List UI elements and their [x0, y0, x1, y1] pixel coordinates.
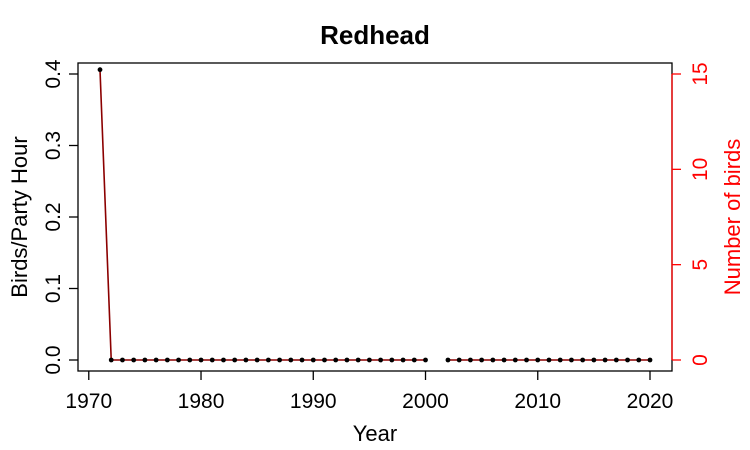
x-axis: 1970 1980 1990 2000 2010 2020: [65, 371, 673, 413]
data-point: [647, 357, 653, 363]
y-tick-label: 0.2: [42, 202, 65, 231]
data-point: [501, 357, 507, 363]
data-point: [580, 357, 586, 363]
data-point: [176, 357, 181, 363]
y-tick-label: 0.3: [42, 131, 65, 160]
data-point: [310, 357, 316, 363]
data-point: [389, 357, 395, 363]
plot-area: [77, 62, 673, 372]
data-point: [636, 357, 642, 363]
chart-title: Redhead: [320, 20, 430, 50]
y2-tick-label: 5: [689, 259, 712, 271]
y2-tick-label: 0: [689, 354, 712, 366]
data-point: [423, 357, 428, 363]
data-point: [411, 357, 417, 363]
data-point: [288, 357, 294, 363]
data-point: [456, 357, 462, 363]
x-tick-label: 2020: [627, 390, 674, 413]
data-point: [535, 357, 541, 363]
data-point: [602, 357, 608, 363]
data-point: [557, 357, 563, 363]
data-point: [277, 357, 282, 363]
data-point: [198, 357, 204, 363]
data-point: [613, 357, 619, 363]
data-point: [569, 357, 574, 363]
data-point: [254, 357, 260, 363]
data-point: [243, 357, 249, 363]
data-point: [468, 357, 473, 363]
y2-tick-label: 10: [689, 158, 712, 181]
data-point: [221, 357, 226, 363]
data-point: [120, 357, 125, 363]
data-point: [546, 357, 552, 363]
series-line: [99, 69, 426, 361]
y2-axis-label: Number of birds: [720, 139, 745, 296]
y-tick-label: 0.1: [42, 274, 65, 303]
x-tick-label: 1990: [290, 390, 337, 413]
data-point: [232, 357, 238, 363]
y-tick-label: 0.4: [42, 59, 65, 89]
data-point: [479, 357, 485, 363]
data-point: [344, 357, 350, 363]
data-point: [400, 357, 406, 363]
data-point: [591, 357, 597, 363]
x-tick-label: 2010: [514, 390, 561, 413]
data-point: [322, 357, 327, 363]
x-tick-label: 2000: [402, 390, 449, 413]
data-point: [131, 357, 137, 363]
y2-tick-label: 15: [689, 62, 712, 85]
data-point: [97, 67, 103, 73]
data-series: [97, 67, 653, 363]
y-axis-label: Birds/Party Hour: [7, 136, 32, 297]
x-tick-label: 1980: [178, 390, 225, 413]
data-point: [299, 357, 305, 363]
x-axis-label: Year: [353, 421, 397, 446]
data-point: [209, 357, 215, 363]
data-point: [366, 357, 372, 363]
y-axis-right: 0 5 10 15: [671, 62, 712, 366]
data-point: [108, 357, 114, 363]
data-point: [333, 357, 339, 363]
data-point: [378, 357, 384, 363]
data-point: [142, 357, 148, 363]
data-point: [265, 357, 271, 363]
data-point: [445, 357, 451, 363]
data-point: [153, 357, 159, 363]
y-tick-label: 0.0: [42, 345, 65, 374]
data-point: [490, 357, 496, 363]
x-tick-label: 1970: [65, 390, 112, 413]
data-point: [187, 357, 193, 363]
data-point: [524, 357, 529, 363]
data-point: [164, 357, 170, 363]
data-point: [355, 357, 361, 363]
data-point: [625, 357, 630, 363]
y-axis-left: 0.0 0.1 0.2 0.3 0.4: [42, 59, 78, 375]
data-point: [512, 357, 518, 363]
